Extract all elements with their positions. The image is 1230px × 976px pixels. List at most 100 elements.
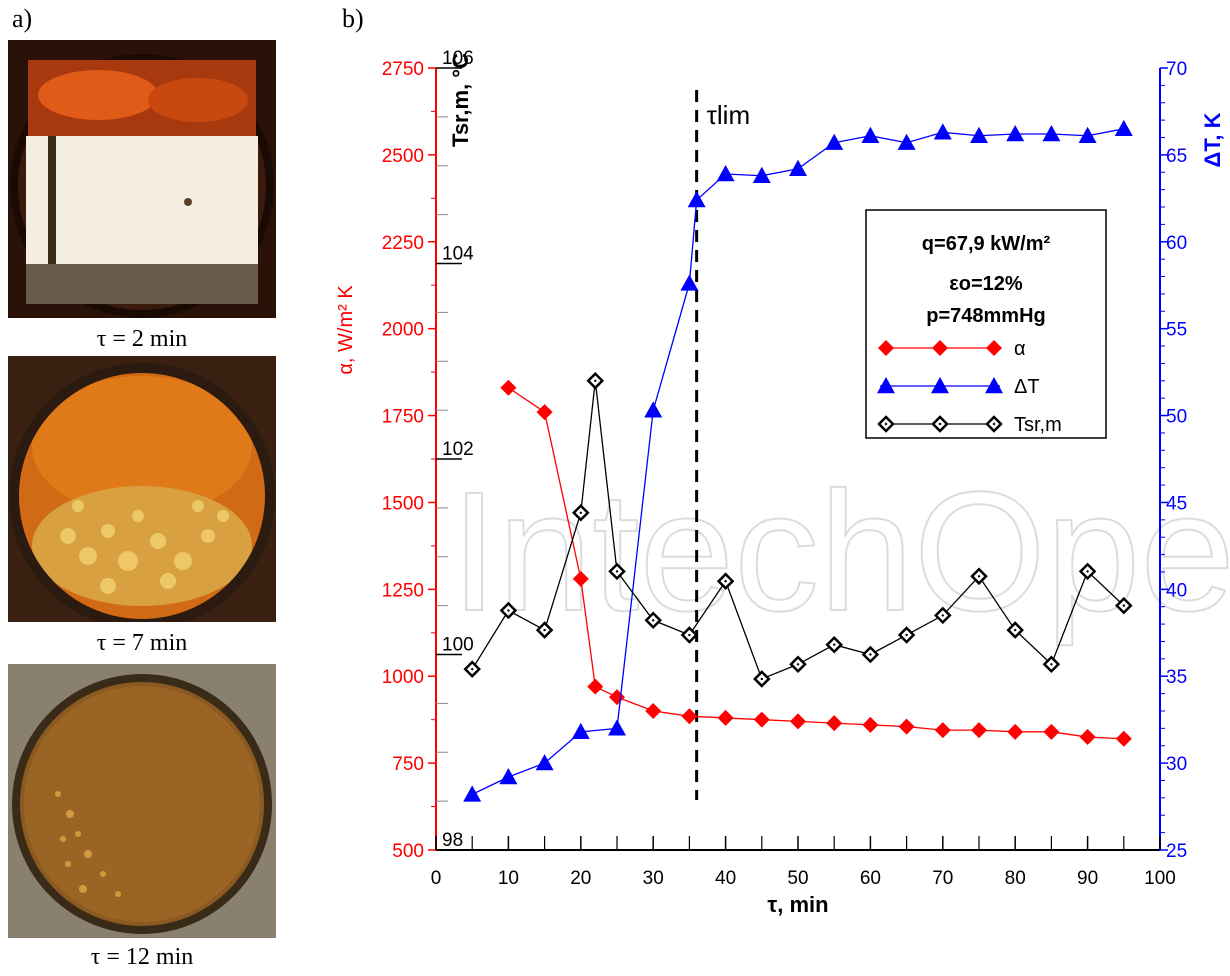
deltaT-tick-label: 55 [1166,320,1187,341]
deltaT-tick-label: 70 [1166,59,1187,80]
deltaT-axis-label: ΔT, K [1200,112,1225,167]
point-tsrm [970,567,988,586]
x-tick-label: 90 [1077,868,1098,889]
point-tsrm-dot [796,663,800,666]
point-deltaT [789,159,807,176]
x-axis-label: τ, min [767,892,828,917]
point-tsrm-dot [615,570,619,573]
point-alpha [898,718,915,735]
point-alpha [587,678,604,695]
deltaT-tick-label: 65 [1166,146,1187,167]
photo-caption-1: τ = 2 min [96,326,188,352]
alpha-tick-label: 500 [392,841,424,862]
tau-lim-label: τlim [707,100,750,130]
watermark: IntechOpen [451,457,1230,647]
photo-caption-2: τ = 7 min [96,630,188,656]
point-tsrm [1042,655,1061,674]
legend-marker-alpha [986,340,1002,356]
point-alpha [753,711,770,728]
point-tsrm [1115,596,1133,615]
legend-label-tsrm: Tsr,m [1014,414,1062,436]
point-alpha [681,708,698,725]
point-alpha [1007,723,1024,740]
legend-marker-tsrm [877,415,895,433]
point-tsrm-dot [833,643,836,646]
tsrm-tick-label: 98 [442,830,463,851]
deltaT-tick-label: 35 [1166,667,1187,688]
x-tick-label: 50 [787,868,808,889]
point-tsrm [1006,621,1024,639]
legend-marker-tsrm-dot [992,422,996,426]
legend: q=67,9 kW/m² εo=12% p=748mmHg α ΔT Tsr,m [865,209,1107,439]
legend-marker-deltaT [877,377,895,394]
point-tsrm [680,626,699,644]
legend-line-p: p=748mmHg [926,305,1046,327]
point-tsrm [535,621,554,639]
legend-label-deltaT: ΔT [1014,376,1040,398]
point-alpha [1043,723,1060,740]
point-alpha [1079,729,1096,746]
tsrm-axis-label: Tsr,m, °C [448,53,473,147]
point-deltaT [1006,125,1025,142]
legend-marker-tsrm-dot [884,422,888,426]
x-tick-label: 20 [570,868,591,889]
point-deltaT [1042,125,1061,142]
point-deltaT [608,719,626,736]
point-tsrm [644,611,662,630]
point-tsrm-dot [977,575,981,578]
tsrm-axis-ticks: 98 100 102 104 106 [436,48,474,851]
point-tsrm-dot [579,511,582,514]
point-alpha [934,722,951,739]
point-tsrm-dot [1050,663,1053,666]
alpha-tick-label: 1500 [382,493,424,514]
x-tick-label: 80 [1005,868,1026,889]
point-deltaT [535,754,554,771]
point-alpha [717,709,734,726]
point-deltaT [861,126,880,143]
alpha-tick-label: 2750 [382,59,424,80]
point-tsrm-dot [869,653,872,656]
tsrm-tick-label: 106 [442,48,474,69]
point-tsrm [897,626,916,644]
point-tsrm [1078,562,1097,581]
alpha-tick-label: 1750 [382,407,424,428]
alpha-tick-label: 750 [392,754,424,775]
deltaT-tick-label: 40 [1166,580,1187,601]
x-tick-label: 60 [860,868,881,889]
point-tsrm-dot [1122,604,1125,607]
x-tick-label: 70 [932,868,953,889]
series-layer [463,119,1133,802]
point-tsrm-dot [594,379,597,382]
point-alpha [609,689,625,706]
chart: IntechOpen 50075010001250150017502000225… [335,48,1230,917]
point-deltaT [825,133,844,150]
photo-12min [8,664,276,938]
legend-marker-alpha [932,340,948,356]
alpha-tick-label: 1250 [382,580,424,601]
alpha-tick-label: 2000 [382,320,424,341]
point-tsrm [463,660,481,678]
point-tsrm [861,645,880,664]
tsrm-tick-label: 104 [442,244,474,265]
point-deltaT [644,401,663,418]
point-tsrm-dot [905,633,908,637]
x-tick-label: 0 [431,868,442,889]
deltaT-tick-label: 50 [1166,407,1187,428]
deltaT-axis-ticks: 25 30 35 40 45 50 55 60 65 70 [1160,59,1187,862]
alpha-tick-label: 2500 [382,146,424,167]
point-tsrm [608,562,626,581]
point-deltaT [687,191,706,208]
legend-marker-alpha [878,340,894,356]
point-deltaT [571,722,590,740]
point-alpha [572,570,589,587]
point-deltaT [897,133,916,150]
point-tsrm-dot [471,667,474,671]
tsrm-tick-label: 100 [442,635,474,656]
point-tsrm-dot [1014,628,1017,632]
point-deltaT [499,768,518,785]
photo-7min [8,356,276,622]
point-tsrm-dot [543,628,546,632]
deltaT-tick-label: 60 [1166,233,1187,254]
point-deltaT [680,274,699,291]
point-tsrm [934,606,952,625]
